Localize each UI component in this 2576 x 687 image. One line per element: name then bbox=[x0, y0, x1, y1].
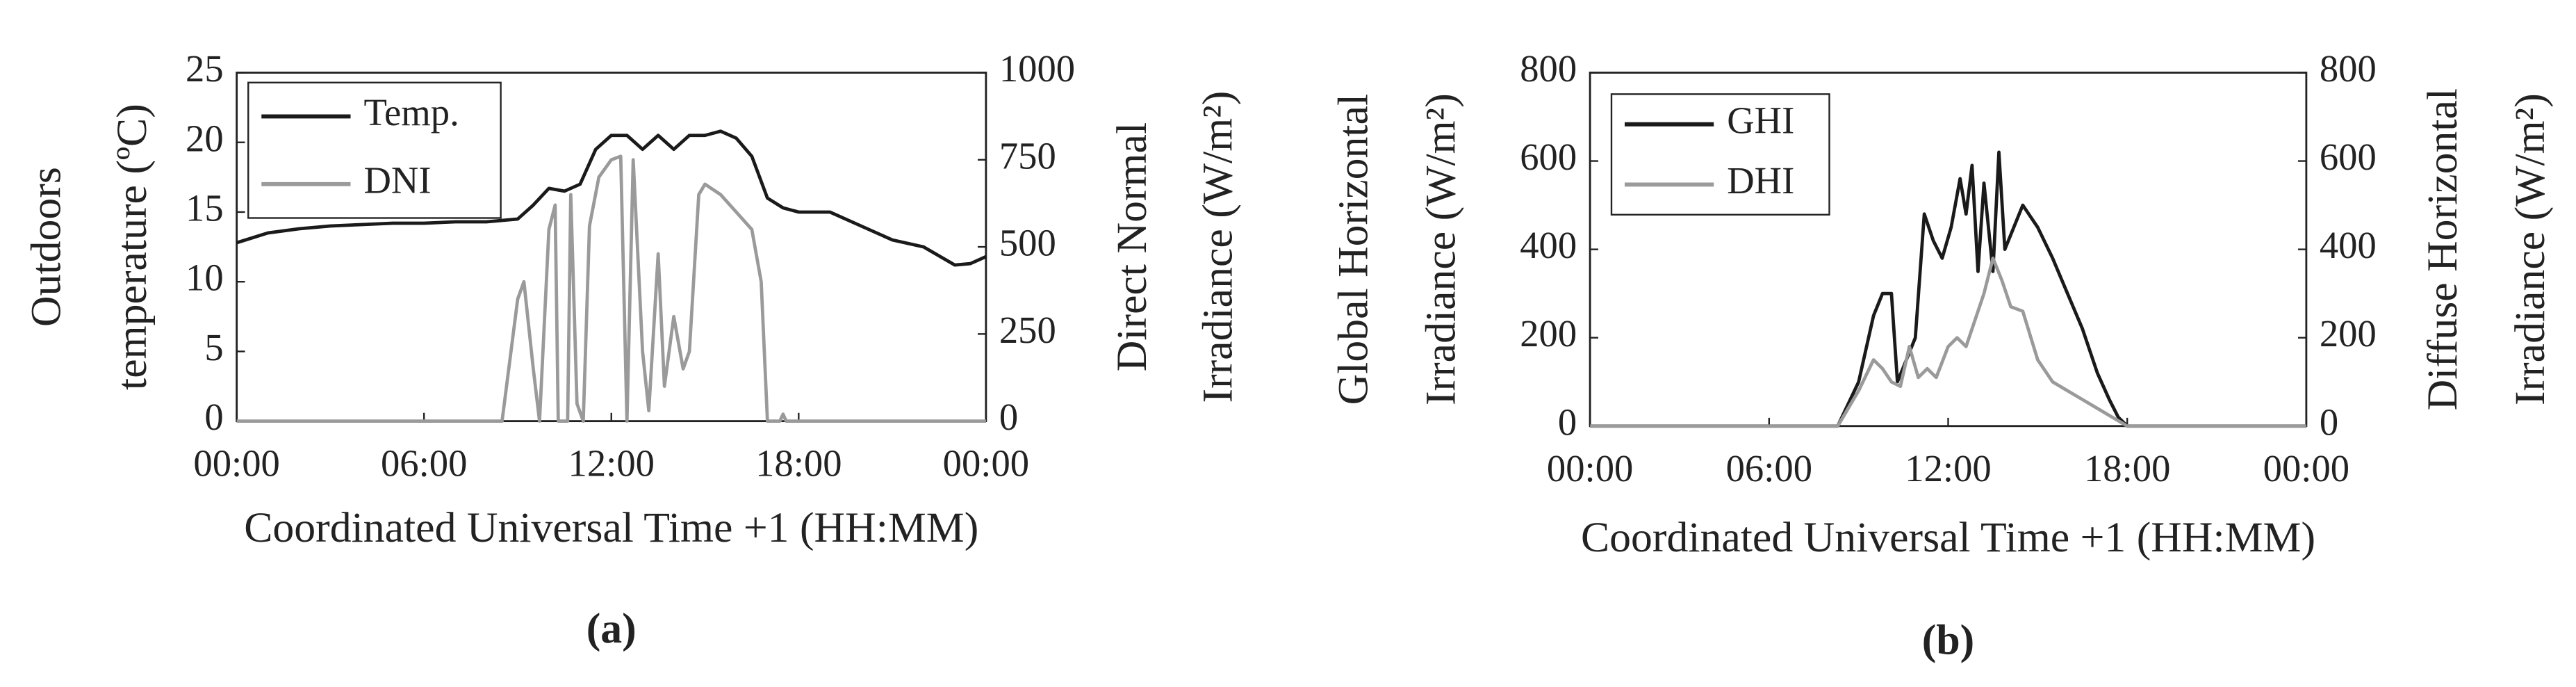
series-line bbox=[236, 129, 987, 267]
y2-tick-label: 400 bbox=[2320, 224, 2377, 266]
x-tick-label: 00:00 bbox=[193, 442, 279, 485]
y2-axis-label: Direct Normal bbox=[1108, 122, 1156, 371]
legend-label: DNI bbox=[364, 159, 432, 201]
x-axis-label: Coordinated Universal Time +1 (HH:MM) bbox=[244, 504, 978, 551]
y2-axis-label: Irradiance (W/m²) bbox=[1195, 91, 1242, 403]
y2-tick-label: 1000 bbox=[999, 47, 1075, 90]
y-tick-label: 25 bbox=[186, 47, 224, 90]
legend-label: GHI bbox=[1727, 99, 1794, 141]
legend-box bbox=[1610, 93, 1830, 216]
y-axis-label: Outdoors bbox=[22, 167, 69, 327]
x-tick-label: 06:00 bbox=[1726, 447, 1812, 490]
y-tick-label: 5 bbox=[204, 326, 223, 369]
y2-tick-label: 0 bbox=[2320, 401, 2338, 443]
series-line bbox=[1590, 150, 2306, 428]
panel-label: (b) bbox=[1922, 616, 1974, 663]
x-tick-label: 00:00 bbox=[2263, 447, 2349, 490]
x-tick-label: 18:00 bbox=[755, 442, 842, 485]
legend-label: Temp. bbox=[364, 91, 459, 134]
y2-tick-label: 250 bbox=[999, 309, 1056, 351]
y-axis-label: Irradiance (W/m²) bbox=[1417, 93, 1464, 405]
legend-box bbox=[247, 81, 502, 219]
series-line bbox=[236, 154, 986, 423]
x-tick-label: 00:00 bbox=[943, 442, 1029, 485]
y2-axis-label: Diffuse Horizontal bbox=[2419, 88, 2466, 411]
x-tick-label: 12:00 bbox=[1905, 447, 1991, 490]
y-tick-label: 800 bbox=[1520, 47, 1577, 90]
y-axis-label: Global Horizontal bbox=[1329, 94, 1377, 405]
x-tick-label: 18:00 bbox=[2084, 447, 2170, 490]
y2-tick-label: 200 bbox=[2320, 312, 2377, 355]
y-tick-label: 20 bbox=[186, 117, 224, 159]
y-tick-label: 0 bbox=[1558, 401, 1577, 443]
y2-axis-label: Irradiance (W/m²) bbox=[2507, 93, 2554, 405]
y2-tick-label: 600 bbox=[2320, 136, 2377, 178]
x-axis-label: Coordinated Universal Time +1 (HH:MM) bbox=[1581, 514, 2315, 561]
panel-label: (a) bbox=[586, 605, 637, 652]
y2-tick-label: 750 bbox=[999, 134, 1056, 177]
x-tick-label: 12:00 bbox=[568, 442, 655, 485]
series-line bbox=[1590, 256, 2306, 428]
y2-tick-label: 800 bbox=[2320, 47, 2377, 90]
y2-tick-label: 500 bbox=[999, 222, 1056, 264]
y-tick-label: 400 bbox=[1520, 224, 1577, 266]
y-axis-label: temperature (ºC) bbox=[108, 104, 156, 390]
y-tick-label: 15 bbox=[186, 186, 224, 229]
y-tick-label: 10 bbox=[186, 257, 224, 299]
legend-label: DHI bbox=[1727, 159, 1794, 202]
x-tick-label: 00:00 bbox=[1547, 447, 1633, 490]
y2-tick-label: 0 bbox=[999, 396, 1018, 438]
x-tick-label: 06:00 bbox=[381, 442, 467, 485]
y-tick-label: 0 bbox=[204, 396, 223, 438]
y-tick-label: 600 bbox=[1520, 136, 1577, 178]
y-tick-label: 200 bbox=[1520, 312, 1577, 355]
